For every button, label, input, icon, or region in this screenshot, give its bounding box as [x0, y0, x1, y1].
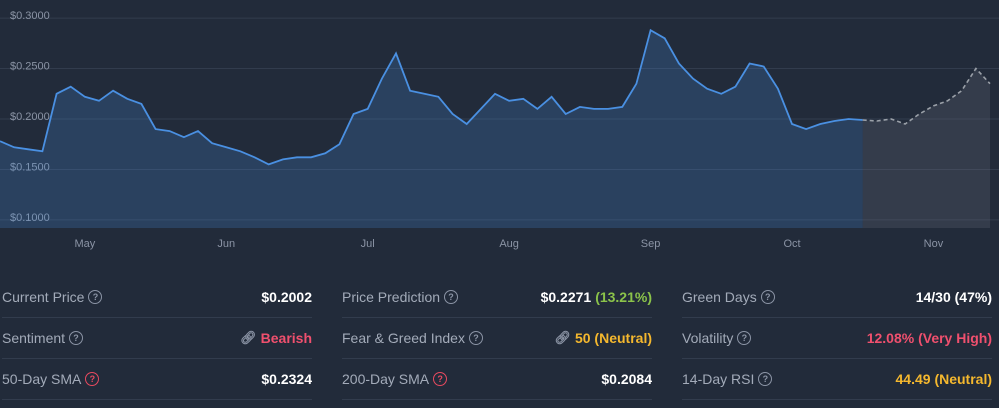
- stat-label: Current Price: [2, 289, 85, 305]
- stat-value-wrap: $0.2324: [261, 371, 312, 387]
- stat-label-wrap: 14-Day RSI?: [682, 371, 773, 387]
- y-tick-label: $0.1500: [10, 161, 50, 173]
- stat-label: Volatility: [682, 330, 734, 346]
- stat-label: 14-Day RSI: [682, 371, 755, 387]
- stat-cell: 200-Day SMA? $0.2084: [342, 359, 652, 400]
- stat-value: 44.49 (Neutral): [895, 371, 992, 387]
- stats-row: 50-Day SMA? $0.2324 200-Day SMA? $0.2084 14-…: [0, 359, 999, 400]
- stat-label: Sentiment: [2, 330, 66, 346]
- stat-label-wrap: Green Days?: [682, 289, 775, 305]
- stat-value: 50 (Neutral): [574, 330, 652, 346]
- stat-label: Fear & Greed Index: [342, 330, 465, 346]
- area: [862, 68, 990, 228]
- stat-label-wrap: 50-Day SMA?: [2, 371, 100, 387]
- stat-value-wrap: 12.08% (Very High): [867, 330, 992, 346]
- stat-label: 50-Day SMA: [2, 371, 82, 387]
- stat-label-wrap: 200-Day SMA?: [342, 371, 448, 387]
- x-tick-label: May: [74, 238, 95, 250]
- y-tick-label: $0.3000: [10, 10, 50, 22]
- y-tick-label: $0.1000: [10, 212, 50, 224]
- help-icon: ?: [737, 331, 752, 345]
- stat-cell: Volatility? 12.08% (Very High): [682, 318, 992, 359]
- help-icon: ?: [468, 331, 483, 345]
- stat-value-wrap: $0.2002: [261, 289, 312, 305]
- stat-value: $0.2271: [540, 289, 592, 305]
- stat-label-wrap: Price Prediction?: [342, 289, 459, 305]
- x-tick-label: Aug: [499, 238, 519, 250]
- link-icon: 🔗︎: [240, 330, 257, 345]
- stat-label-wrap: Current Price?: [2, 289, 103, 305]
- chart: $0.1000 $0.1500 $0.2000 $0.2500 $0.3000 May Ju…: [0, 10, 999, 250]
- stat-value: $0.2084: [601, 371, 652, 387]
- help-icon: ?: [758, 372, 773, 386]
- stat-value: $0.2324: [261, 371, 312, 387]
- stat-value-wrap: 44.49 (Neutral): [896, 371, 992, 387]
- stat-label-wrap: Volatility?: [682, 330, 752, 346]
- help-icon: ?: [760, 290, 775, 304]
- stat-value-wrap: 🔗︎ 50 (Neutral): [554, 330, 652, 346]
- area: [0, 30, 863, 229]
- x-tick-label: Oct: [783, 238, 800, 250]
- line: [0, 28, 863, 166]
- x-tick-label: Jun: [217, 238, 235, 250]
- x-tick-label: Sep: [641, 238, 661, 250]
- stat-label: Green Days: [682, 289, 757, 305]
- stat-cell: 50-Day SMA? $0.2324: [2, 359, 312, 400]
- help-icon: ?: [433, 372, 448, 386]
- stat-change: (13.21%): [595, 289, 652, 305]
- x-tick-label: Jul: [361, 238, 375, 250]
- help-icon: ?: [444, 290, 459, 304]
- y-tick-label: $0.2000: [10, 111, 50, 123]
- stat-value-wrap: $0.2084: [601, 371, 652, 387]
- stat-cell: Green Days? 14/30 (47%): [682, 277, 992, 318]
- stat-cell: Current Price? $0.2002: [2, 277, 312, 318]
- stat-value: $0.2002: [261, 289, 312, 305]
- stats-row: Sentiment? 🔗︎ Bearish Fear & Greed Index? 🔗︎…: [0, 318, 999, 359]
- link-icon: 🔗︎: [554, 330, 571, 345]
- help-icon: ?: [69, 331, 84, 345]
- stat-cell: Fear & Greed Index? 🔗︎ 50 (Neutral): [342, 318, 652, 359]
- stat-value: Bearish: [260, 330, 312, 346]
- stat-value-wrap: $0.2271 (13.21%): [541, 289, 652, 305]
- stat-label: Price Prediction: [342, 289, 441, 305]
- stat-value: 12.08% (Very High): [866, 330, 992, 346]
- stat-cell: 14-Day RSI? 44.49 (Neutral): [682, 359, 992, 400]
- stat-label-wrap: Sentiment?: [2, 330, 84, 346]
- help-icon: ?: [85, 372, 100, 386]
- stat-value-wrap: 14/30 (47%): [916, 289, 992, 305]
- stats-row: Current Price? $0.2002 Price Prediction? $0…: [0, 277, 999, 318]
- x-tick-label: Nov: [924, 238, 944, 250]
- line: [862, 67, 991, 125]
- stat-label: 200-Day SMA: [342, 371, 430, 387]
- stat-value-wrap: 🔗︎ Bearish: [240, 330, 312, 346]
- help-icon: ?: [88, 290, 103, 304]
- stat-value: 14/30 (47%): [915, 289, 992, 305]
- stat-label-wrap: Fear & Greed Index?: [342, 330, 483, 346]
- y-tick-label: $0.2500: [10, 60, 50, 72]
- stat-cell: Sentiment? 🔗︎ Bearish: [2, 318, 312, 359]
- stat-cell: Price Prediction? $0.2271 (13.21%): [342, 277, 652, 318]
